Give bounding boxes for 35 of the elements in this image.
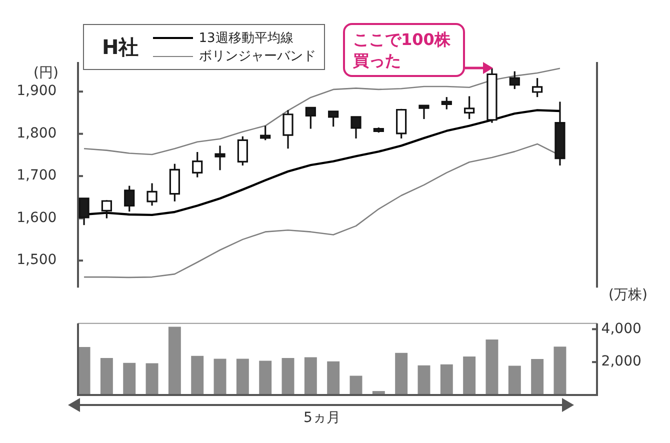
bar [554, 346, 566, 395]
bar [236, 358, 249, 395]
y-tick-label: 1,900 [16, 83, 57, 100]
bar [531, 358, 544, 395]
bar [191, 356, 204, 395]
legend-title: H社 [102, 34, 139, 60]
legend-label: 13週移動平均線 [198, 30, 294, 47]
y-tick-label: 1,600 [16, 210, 57, 226]
y-tick-label: 1,700 [16, 168, 57, 184]
legend-label: ボリンジャーバンド [198, 48, 316, 65]
bar [418, 365, 430, 395]
bar [508, 366, 521, 395]
annotation: ここで100株買った [343, 23, 465, 77]
bar [350, 376, 362, 395]
y-tick-label: 1,800 [16, 125, 57, 142]
bar [168, 326, 181, 395]
x-axis-title: 5ヵ月 [304, 410, 340, 426]
bar [78, 346, 90, 395]
y-axis-title: (万株) [608, 287, 648, 303]
bar [395, 352, 408, 395]
bar [486, 340, 498, 395]
bar [100, 358, 113, 395]
bar [259, 360, 272, 395]
y-axis-title: (円) [34, 65, 58, 81]
bar [440, 364, 453, 395]
y-tick-label: 1,500 [16, 252, 57, 268]
y-tick-label: 4,000 [601, 320, 642, 337]
bar [214, 358, 226, 395]
bar [146, 363, 158, 395]
y-tick-label: 2,000 [601, 354, 642, 370]
bar [282, 358, 294, 395]
bar [304, 357, 317, 395]
bar [123, 362, 136, 395]
bar [327, 361, 340, 395]
bar [463, 356, 476, 395]
